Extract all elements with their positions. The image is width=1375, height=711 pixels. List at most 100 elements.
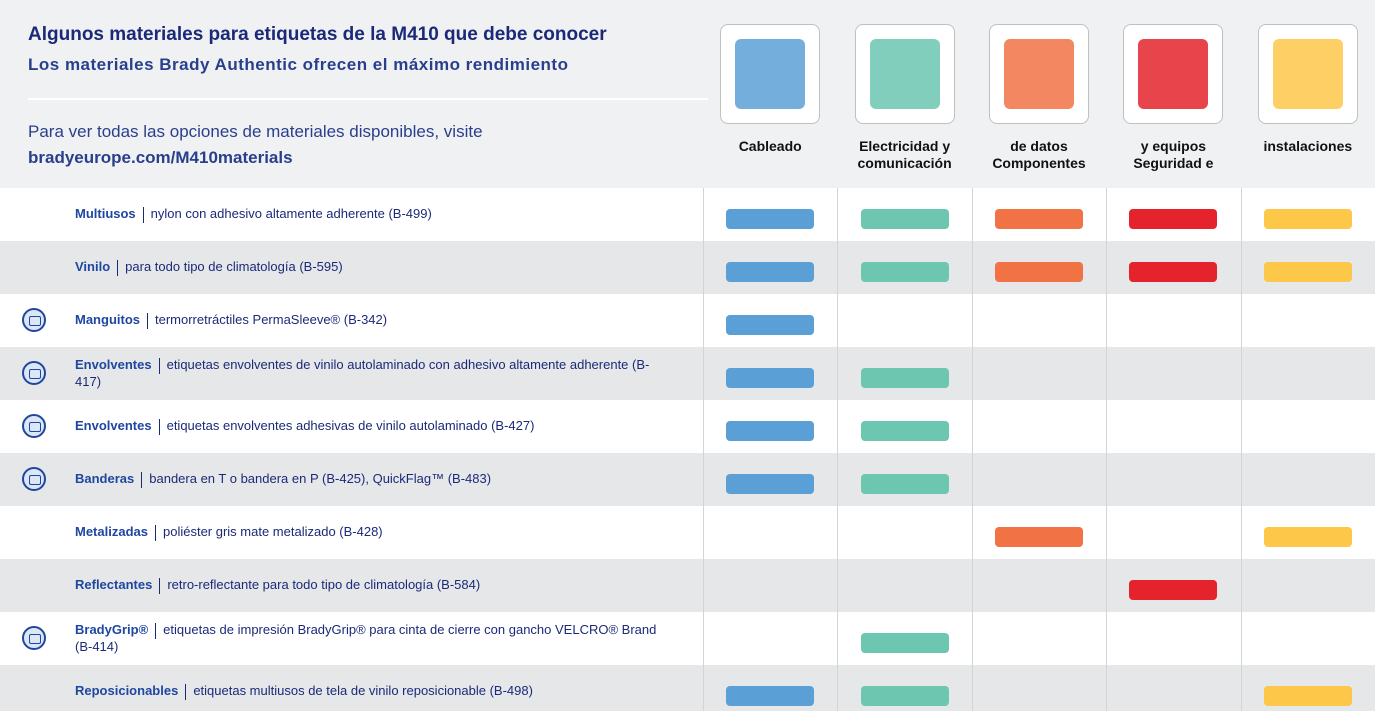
cell-bar — [1264, 527, 1352, 547]
cell-bar — [1129, 209, 1217, 229]
column-image — [855, 24, 955, 124]
row-label: Metalizadas poliéster gris mate metalizad… — [75, 524, 675, 541]
column-header-line: Seguridad e — [1106, 155, 1240, 172]
column-header: Cableado — [703, 138, 837, 155]
cell-bar — [861, 474, 949, 494]
row-desc: etiquetas multiusos de tela de vinilo re… — [193, 683, 533, 698]
separator — [147, 313, 148, 329]
row-label: Multiusos nylon con adhesivo altamente ad… — [75, 206, 675, 223]
column-header: instalaciones — [1241, 138, 1375, 155]
row-label: Envolventes etiquetas envolventes adhesiv… — [75, 418, 675, 435]
column-header-line: Electricidad y — [837, 138, 971, 155]
row-desc: etiquetas de impresión BradyGrip® para c… — [75, 622, 656, 654]
cell-bar — [1264, 262, 1352, 282]
cell-bar — [1129, 580, 1217, 600]
row-desc: bandera en T o bandera en P (B-425), Qui… — [149, 471, 491, 486]
row-icon — [22, 467, 46, 491]
cell-bar — [861, 686, 949, 706]
row-desc: para todo tipo de climatología (B-595) — [125, 259, 343, 274]
row-icon — [22, 308, 46, 332]
image-inner — [1138, 39, 1208, 109]
row-name: Vinilo — [75, 259, 110, 274]
column-header-line: de datos — [972, 138, 1106, 155]
column-header-line: instalaciones — [1241, 138, 1375, 155]
cell-bar — [995, 262, 1083, 282]
cell-bar — [1264, 209, 1352, 229]
row-icon — [22, 414, 46, 438]
link[interactable]: bradyeurope.com/M410materials — [28, 148, 293, 168]
divider — [28, 98, 708, 100]
cell-bar — [726, 368, 814, 388]
icon-glyph — [29, 369, 41, 379]
row-label: Vinilo para todo tipo de climatología (B-… — [75, 259, 675, 276]
row-text: Vinilo para todo tipo de climatología (B-… — [75, 241, 675, 294]
cell-bar — [995, 209, 1083, 229]
row-label: BradyGrip®etiquetas de impresión BradyGr… — [75, 622, 675, 655]
row-desc: etiquetas envolventes adhesivas de vinil… — [167, 418, 535, 433]
image-inner — [870, 39, 940, 109]
row-text: Envolventes etiquetas envolventes adhesiv… — [75, 400, 675, 453]
row-icon — [22, 626, 46, 650]
icon-glyph — [29, 422, 41, 432]
row-name: BradyGrip® — [75, 622, 148, 637]
column-image — [720, 24, 820, 124]
column-header-line: comunicación — [837, 155, 971, 172]
row-icon — [22, 361, 46, 385]
row-text: Reflectantesretro-reflectante para todo … — [75, 559, 675, 612]
cell-bar — [726, 262, 814, 282]
cell-bar — [726, 315, 814, 335]
separator — [117, 260, 118, 276]
column-line — [1106, 188, 1107, 711]
row-desc: retro-reflectante para todo tipo de clim… — [167, 577, 480, 592]
icon-glyph — [29, 475, 41, 485]
column-image — [1123, 24, 1223, 124]
icon-glyph — [29, 316, 41, 326]
column-header-line: Cableado — [703, 138, 837, 155]
row-text: Banderas bandera en T o bandera en P (B-4… — [75, 453, 675, 506]
column-image — [1258, 24, 1358, 124]
row-desc: poliéster gris mate metalizado (B-428) — [163, 524, 383, 539]
cell-bar — [726, 209, 814, 229]
row-name: Multiusos — [75, 206, 136, 221]
separator — [185, 684, 186, 700]
cell-bar — [861, 209, 949, 229]
column-header-line: Componentes — [972, 155, 1106, 172]
row-text: Envolventesetiquetas envolventes de vini… — [75, 347, 675, 400]
icon-glyph — [29, 634, 41, 644]
cell-bar — [861, 368, 949, 388]
page: Algunos materiales para etiquetas de la … — [0, 0, 1375, 711]
column-line — [1241, 188, 1242, 711]
subtitle: Los materiales Brady Authentic ofrecen e… — [28, 55, 568, 75]
row-name: Envolventes — [75, 418, 152, 433]
cell-bar — [861, 633, 949, 653]
cell-bar — [726, 421, 814, 441]
image-inner — [1273, 39, 1343, 109]
row-name: Manguitos — [75, 312, 140, 327]
separator — [155, 525, 156, 541]
row-text: Multiusos nylon con adhesivo altamente ad… — [75, 188, 675, 241]
cell-bar — [995, 527, 1083, 547]
row-name: Banderas — [75, 471, 134, 486]
note: Para ver todas las opciones de materiale… — [28, 122, 483, 142]
separator — [159, 419, 160, 435]
cell-bar — [861, 262, 949, 282]
row-desc: etiquetas envolventes de vinilo autolami… — [75, 357, 649, 389]
row-desc: nylon con adhesivo altamente adherente (… — [151, 206, 432, 221]
separator — [159, 578, 160, 594]
row-text: Metalizadas poliéster gris mate metalizad… — [75, 506, 675, 559]
column-header-line: y equipos — [1106, 138, 1240, 155]
separator — [159, 358, 160, 374]
column-line — [972, 188, 973, 711]
row-name: Envolventes — [75, 357, 152, 372]
row-name: Metalizadas — [75, 524, 148, 539]
cell-bar — [726, 686, 814, 706]
cell-bar — [1129, 262, 1217, 282]
